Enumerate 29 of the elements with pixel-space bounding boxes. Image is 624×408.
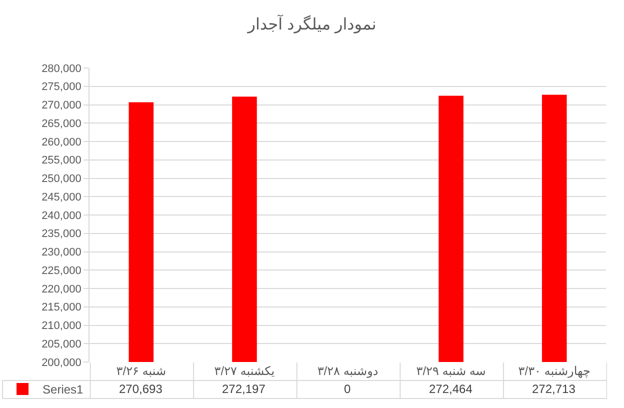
x-tick-label: شنبه ۳/۲۶ [116, 364, 166, 378]
x-tick-label: چهارشنبه ۳/۳۰ [518, 364, 590, 378]
y-tick-label: 230,000 [42, 246, 82, 259]
chart-title: نمودار میلگرد آجدار [246, 14, 376, 34]
y-tick-label: 235,000 [42, 228, 82, 240]
y-tick-label: 240,000 [42, 210, 82, 222]
text: 0 [344, 382, 351, 396]
x-tick-label: دوشنبه ۳/۲۸ [317, 364, 378, 378]
y-tick-label: 245,000 [42, 191, 82, 204]
y-tick-label: 215,000 [42, 302, 82, 314]
y-tick-label: 250,000 [42, 173, 82, 186]
y-tick-label: 260,000 [42, 136, 82, 148]
y-tick-label: 200,000 [42, 356, 82, 369]
y-tick-label: 210,000 [42, 320, 82, 332]
legend-label: Series1 [42, 382, 84, 397]
y-tick-label: 280,000 [42, 62, 82, 75]
y-tick-label: 270,000 [42, 100, 82, 112]
data-label: 272,713 [532, 382, 576, 396]
y-tick-label: 265,000 [42, 118, 82, 130]
y-tick-label: 220,000 [42, 283, 82, 296]
x-tick-label: سه شنبه ۳/۲۹ [416, 364, 486, 378]
y-tick-label: 275,000 [42, 81, 82, 94]
data-label: 272,197 [222, 382, 266, 396]
y-tick-label: 225,000 [42, 264, 82, 277]
y-tick-label: 255,000 [42, 154, 82, 167]
data-label: 270,693 [119, 382, 163, 396]
x-tick-label: یکشنبه ۳/۲۷ [214, 364, 275, 378]
data-label: 272,464 [429, 382, 473, 396]
y-tick-label: 205,000 [42, 338, 82, 350]
